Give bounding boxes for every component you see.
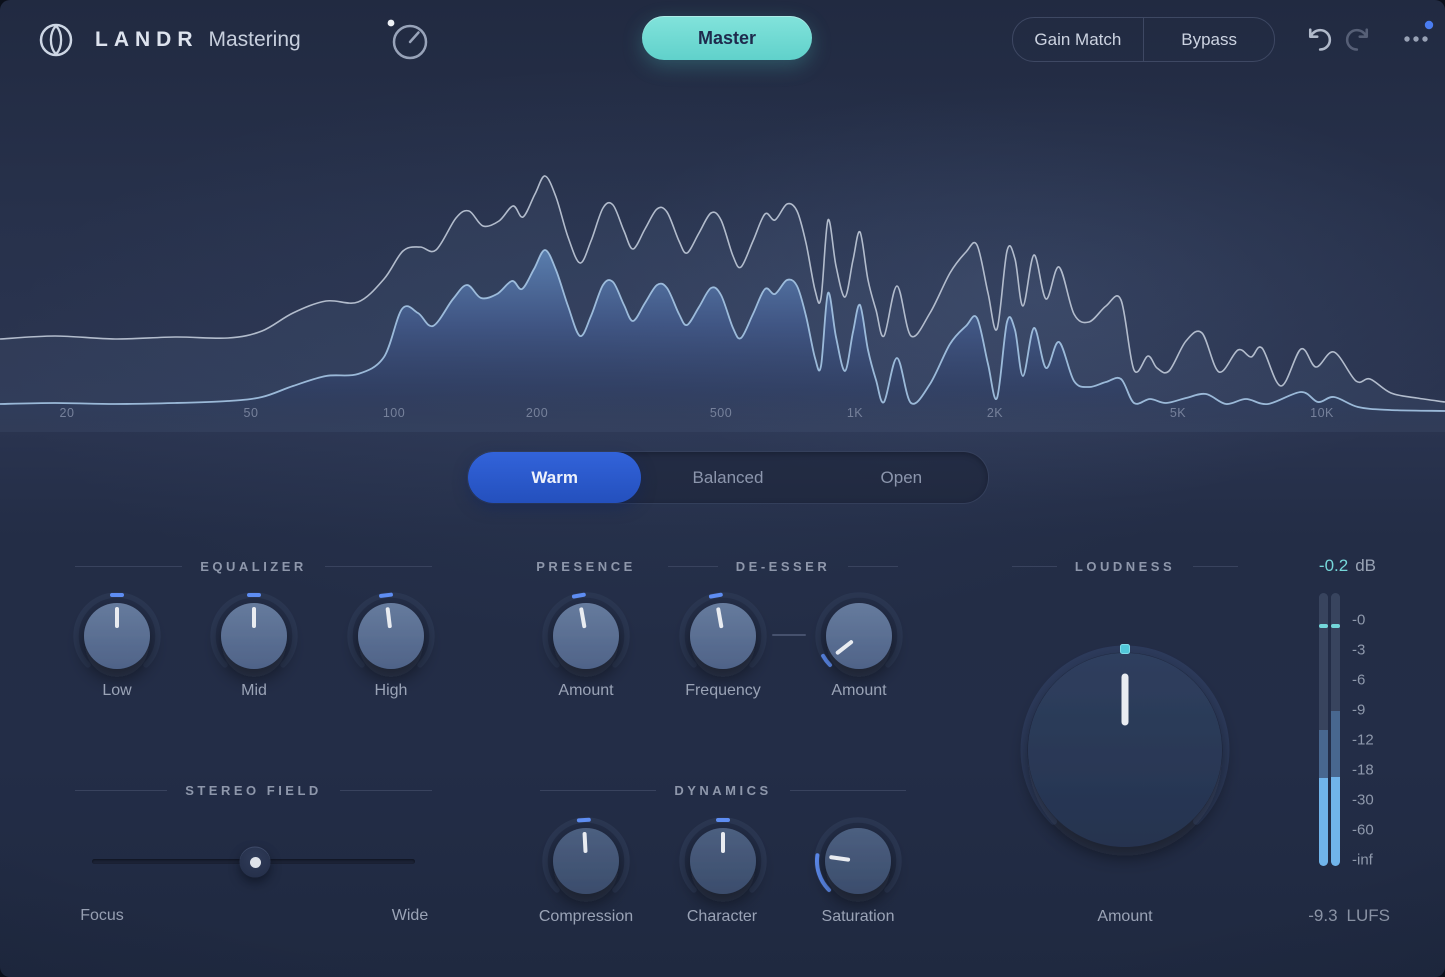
- brand-product: Mastering: [208, 28, 301, 51]
- eq-mid-knob[interactable]: [206, 588, 302, 684]
- knob-label: Amount: [1097, 908, 1153, 925]
- knob-label: Character: [686, 908, 758, 925]
- saturation-knob[interactable]: [810, 813, 906, 909]
- knob-label: Frequency: [685, 682, 761, 699]
- meter-scale-label: -inf: [1352, 851, 1373, 869]
- lufs-unit: LUFS: [1346, 906, 1390, 925]
- style-selector: Warm Balanced Open: [467, 451, 989, 504]
- meter-scale-label: -9: [1352, 701, 1366, 719]
- de-esser-link-line: [772, 634, 806, 636]
- meter-peak-tick: [1319, 624, 1328, 629]
- meter-scale-label: -0: [1352, 611, 1366, 629]
- freq-tick-label: 100: [382, 406, 406, 420]
- landr-logo: [39, 23, 73, 57]
- spectrum-analyzer: [0, 175, 1445, 432]
- meter-scale-label: -60: [1352, 821, 1374, 839]
- knob-label: Saturation: [821, 908, 895, 925]
- meter-segment-bright: [1319, 778, 1328, 866]
- meter-scale: -0 -3 -6 -9 -12 -18 -30 -60 -inf: [1352, 593, 1412, 869]
- notification-dot: [1424, 20, 1434, 30]
- meter-segment-dim: [1319, 593, 1328, 731]
- freq-tick-label: 10K: [1310, 406, 1334, 420]
- style-option-open[interactable]: Open: [815, 452, 988, 503]
- eq-high-knob[interactable]: [343, 588, 439, 684]
- peak-db-value: -0.2: [1318, 556, 1349, 575]
- master-button[interactable]: Master: [642, 16, 812, 60]
- meter-segment-dim: [1331, 593, 1340, 711]
- freq-tick-label: 20: [59, 406, 75, 420]
- meter-scale-label: -12: [1352, 731, 1374, 749]
- eq-low-knob[interactable]: [69, 588, 165, 684]
- meter-scale-label: -6: [1352, 671, 1366, 689]
- compression-knob[interactable]: [538, 813, 634, 909]
- freq-tick-label: 500: [709, 406, 733, 420]
- style-option-warm[interactable]: Warm: [468, 452, 642, 503]
- brand-name: LANDR: [95, 28, 199, 51]
- reference-knob-icon[interactable]: [384, 14, 434, 64]
- bypass-button[interactable]: Bypass: [1144, 18, 1274, 61]
- knob-label: Mid: [241, 682, 267, 699]
- knob-label: High: [374, 682, 408, 699]
- lufs-value: -9.3: [1308, 906, 1338, 925]
- meter-bar-left: [1319, 593, 1328, 866]
- knob-label: Compression: [538, 908, 634, 925]
- loudness-amount-knob[interactable]: [1010, 635, 1240, 865]
- knob-label: Amount: [558, 682, 614, 699]
- de-esser-amount-knob[interactable]: [811, 588, 907, 684]
- gain-match-button[interactable]: Gain Match: [1013, 18, 1143, 61]
- loudness-header: LOUDNESS: [1012, 558, 1239, 574]
- presence-header: PRESENCE: [536, 558, 636, 574]
- meter-peak-tick: [1331, 624, 1340, 629]
- character-knob[interactable]: [675, 813, 771, 909]
- knob-label: Low: [102, 682, 132, 699]
- frequency-axis: 20 50 100 200 500 1K 2K 5K 10K: [0, 406, 1445, 424]
- meter-bar-right: [1331, 593, 1340, 866]
- meter-scale-label: -3: [1352, 641, 1366, 659]
- gain-match-bypass-group: Gain Match Bypass: [1012, 17, 1275, 62]
- presence-amount-knob[interactable]: [538, 588, 634, 684]
- freq-tick-label: 5K: [1169, 406, 1187, 420]
- stereo-field-header: STEREO FIELD: [75, 782, 432, 798]
- focus-label: Focus: [80, 907, 124, 924]
- de-esser-header: DE-ESSER: [668, 558, 898, 574]
- meter-scale-label: -18: [1352, 761, 1374, 779]
- meter-segment-bright: [1331, 777, 1340, 866]
- de-esser-frequency-knob[interactable]: [675, 588, 771, 684]
- meter-segment-mid: [1331, 710, 1340, 777]
- more-menu-icon[interactable]: [1398, 16, 1442, 56]
- meter-scale-label: -30: [1352, 791, 1374, 809]
- freq-tick-label: 1K: [846, 406, 864, 420]
- peak-db-readout: -0.2 dB: [1258, 556, 1376, 576]
- wide-label: Wide: [391, 907, 429, 924]
- freq-tick-label: 2K: [986, 406, 1004, 420]
- equalizer-header: EQUALIZER: [75, 558, 432, 574]
- divider: [1142, 18, 1145, 61]
- knob-label: Amount: [831, 682, 887, 699]
- freq-tick-label: 200: [525, 406, 549, 420]
- lufs-readout: -9.3 LUFS: [1258, 906, 1390, 926]
- redo-icon[interactable]: [1344, 25, 1374, 55]
- peak-db-unit: dB: [1355, 556, 1376, 575]
- style-option-balanced[interactable]: Balanced: [641, 452, 814, 503]
- dynamics-header: DYNAMICS: [540, 782, 906, 798]
- stereo-field-slider-handle[interactable]: [239, 846, 271, 878]
- brand: LANDR Mastering: [33, 18, 301, 62]
- freq-tick-label: 50: [243, 406, 259, 420]
- meter-segment-mid: [1319, 730, 1328, 779]
- undo-icon[interactable]: [1305, 25, 1335, 55]
